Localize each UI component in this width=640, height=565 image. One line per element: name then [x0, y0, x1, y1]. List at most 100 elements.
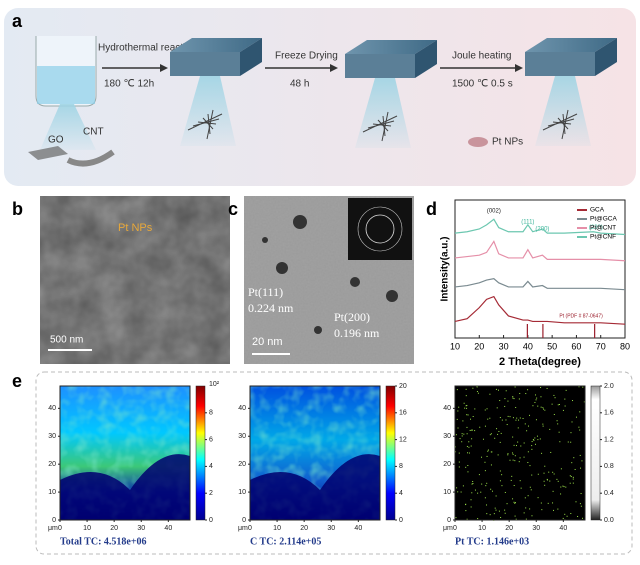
colorbar-tick-label: 0.4 [604, 490, 614, 497]
y-tick-label: 10 [443, 489, 451, 496]
xrd-curve [454, 295, 626, 325]
scale-bar: 20 nm [252, 336, 283, 348]
legend-label: GCA [590, 207, 605, 214]
beam [180, 76, 236, 146]
unit-label: μm [48, 525, 58, 532]
beam [535, 76, 591, 146]
colorbar-tick-label: 4 [399, 490, 403, 497]
colorbar-tick-label: 4 [209, 463, 213, 470]
unit-label: μm [238, 525, 248, 532]
x-tick-label: 70 [596, 341, 606, 351]
map-caption: C TC: 2.114e+05 [250, 536, 321, 547]
panel-label: b [12, 199, 23, 219]
y-tick-label: 20 [48, 461, 56, 468]
x-tick-label: 10 [450, 341, 460, 351]
map-caption: Total TC: 4.518e+06 [60, 536, 147, 547]
d111: 0.224 nm [248, 301, 294, 315]
y-tick-label: 0 [242, 517, 246, 524]
x-tick-label: 30 [327, 525, 335, 532]
x-tick-label: 20 [110, 525, 118, 532]
panel-label: c [228, 199, 238, 219]
unit-label: μm [443, 525, 453, 532]
y-tick-label: 20 [238, 461, 246, 468]
x-tick-label: 0 [58, 525, 62, 532]
map-frame [59, 385, 191, 521]
colorbar-tick-label: 8 [399, 463, 403, 470]
colorbar-tick-label: 0.8 [604, 463, 614, 470]
legend-label: Pt@GCA [590, 216, 617, 223]
foam-block [345, 40, 437, 54]
panel-label: d [426, 199, 437, 219]
x-tick-label: 40 [523, 341, 533, 351]
step3: Joule heating [452, 51, 512, 62]
y-axis-label: Intensity(a.u.) [440, 236, 451, 301]
foam-block [525, 38, 617, 52]
plot-frame [454, 199, 626, 339]
colorbar-tick-label: 8 [209, 410, 213, 417]
x-tick-label: 0 [248, 525, 252, 532]
x-tick-label: 80 [620, 341, 630, 351]
colorbar [195, 385, 206, 521]
cnt-label: CNT [83, 127, 104, 138]
y-tick-label: 30 [443, 433, 451, 440]
peak-label: (200) [535, 227, 549, 233]
colorbar-tick-label: 1.2 [604, 436, 614, 443]
y-tick-label: 40 [48, 405, 56, 412]
x-tick-label: 20 [300, 525, 308, 532]
y-tick-label: 10 [238, 489, 246, 496]
colorbar-tick-label: 0 [399, 517, 403, 524]
sem-texture [40, 196, 230, 364]
x-tick-label: 30 [499, 341, 509, 351]
step3-cond: 1500 ℃ 0.5 s [452, 79, 513, 90]
map-frame [454, 385, 586, 521]
colorbar-tick-label: 0 [209, 517, 213, 524]
colorbar-tick-label: 12 [399, 436, 407, 443]
colorbar [385, 385, 396, 521]
pt-icon [468, 137, 488, 147]
panel-label: e [12, 371, 22, 391]
peak-label: (220) [589, 225, 603, 231]
colorbar-tick-label: 0.0 [604, 517, 614, 524]
x-tick-label: 20 [505, 525, 513, 532]
scale-bar: 500 nm [50, 335, 83, 346]
colorbar [590, 385, 601, 521]
y-tick-label: 30 [48, 433, 56, 440]
x-tick-label: 40 [559, 525, 567, 532]
x-tick-label: 30 [137, 525, 145, 532]
legend-label: Pt@CNF [590, 234, 616, 241]
x-tick-label: 20 [474, 341, 484, 351]
pt-label: Pt NPs [118, 222, 153, 234]
map-caption: Pt TC: 1.146e+03 [455, 536, 529, 547]
step2-cond: 48 h [290, 79, 309, 90]
y-tick-label: 0 [52, 517, 56, 524]
y-tick-label: 30 [238, 433, 246, 440]
go-label: GO [48, 135, 64, 146]
dark-region [60, 454, 190, 520]
beam [355, 78, 411, 148]
colorbar-tick-label: 20 [399, 383, 407, 390]
foam-block [170, 38, 262, 52]
x-tick-label: 40 [354, 525, 362, 532]
x-axis-label: 2 Theta(degree) [499, 356, 581, 368]
x-tick-label: 0 [453, 525, 457, 532]
pt-label: Pt NPs [492, 137, 523, 148]
pt111: Pt(111) [248, 285, 283, 299]
go-cnt-sketch [28, 146, 115, 167]
panel-label: a [12, 11, 23, 31]
colorbar-tick-label: 2 [209, 490, 213, 497]
x-tick-label: 10 [83, 525, 91, 532]
peak-label: (111) [521, 220, 534, 226]
colorbar-unit: 10² [209, 381, 220, 388]
reference-label: Pt (PDF # 87-0647) [559, 313, 603, 319]
step2: Freeze Drying [275, 51, 338, 62]
colorbar-tick-label: 16 [399, 410, 407, 417]
map-image [455, 386, 585, 520]
step1-cond: 180 ℃ 12h [104, 79, 154, 90]
colorbar-tick-label: 2.0 [604, 383, 614, 390]
y-tick-label: 20 [443, 461, 451, 468]
dark-region [250, 454, 380, 520]
x-tick-label: 50 [547, 341, 557, 351]
panel-e-frame [35, 371, 633, 555]
y-tick-label: 10 [48, 489, 56, 496]
